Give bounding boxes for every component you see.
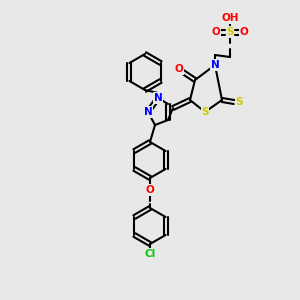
Text: N: N: [144, 107, 152, 117]
Text: N: N: [211, 60, 219, 70]
Text: Cl: Cl: [144, 249, 156, 259]
Text: S: S: [201, 107, 209, 117]
Text: O: O: [146, 185, 154, 195]
Text: S: S: [235, 97, 243, 107]
Text: N: N: [154, 93, 162, 103]
Text: O: O: [212, 27, 220, 37]
Text: O: O: [175, 64, 183, 74]
Text: O: O: [240, 27, 248, 37]
Text: S: S: [226, 27, 234, 37]
Text: OH: OH: [221, 13, 239, 23]
